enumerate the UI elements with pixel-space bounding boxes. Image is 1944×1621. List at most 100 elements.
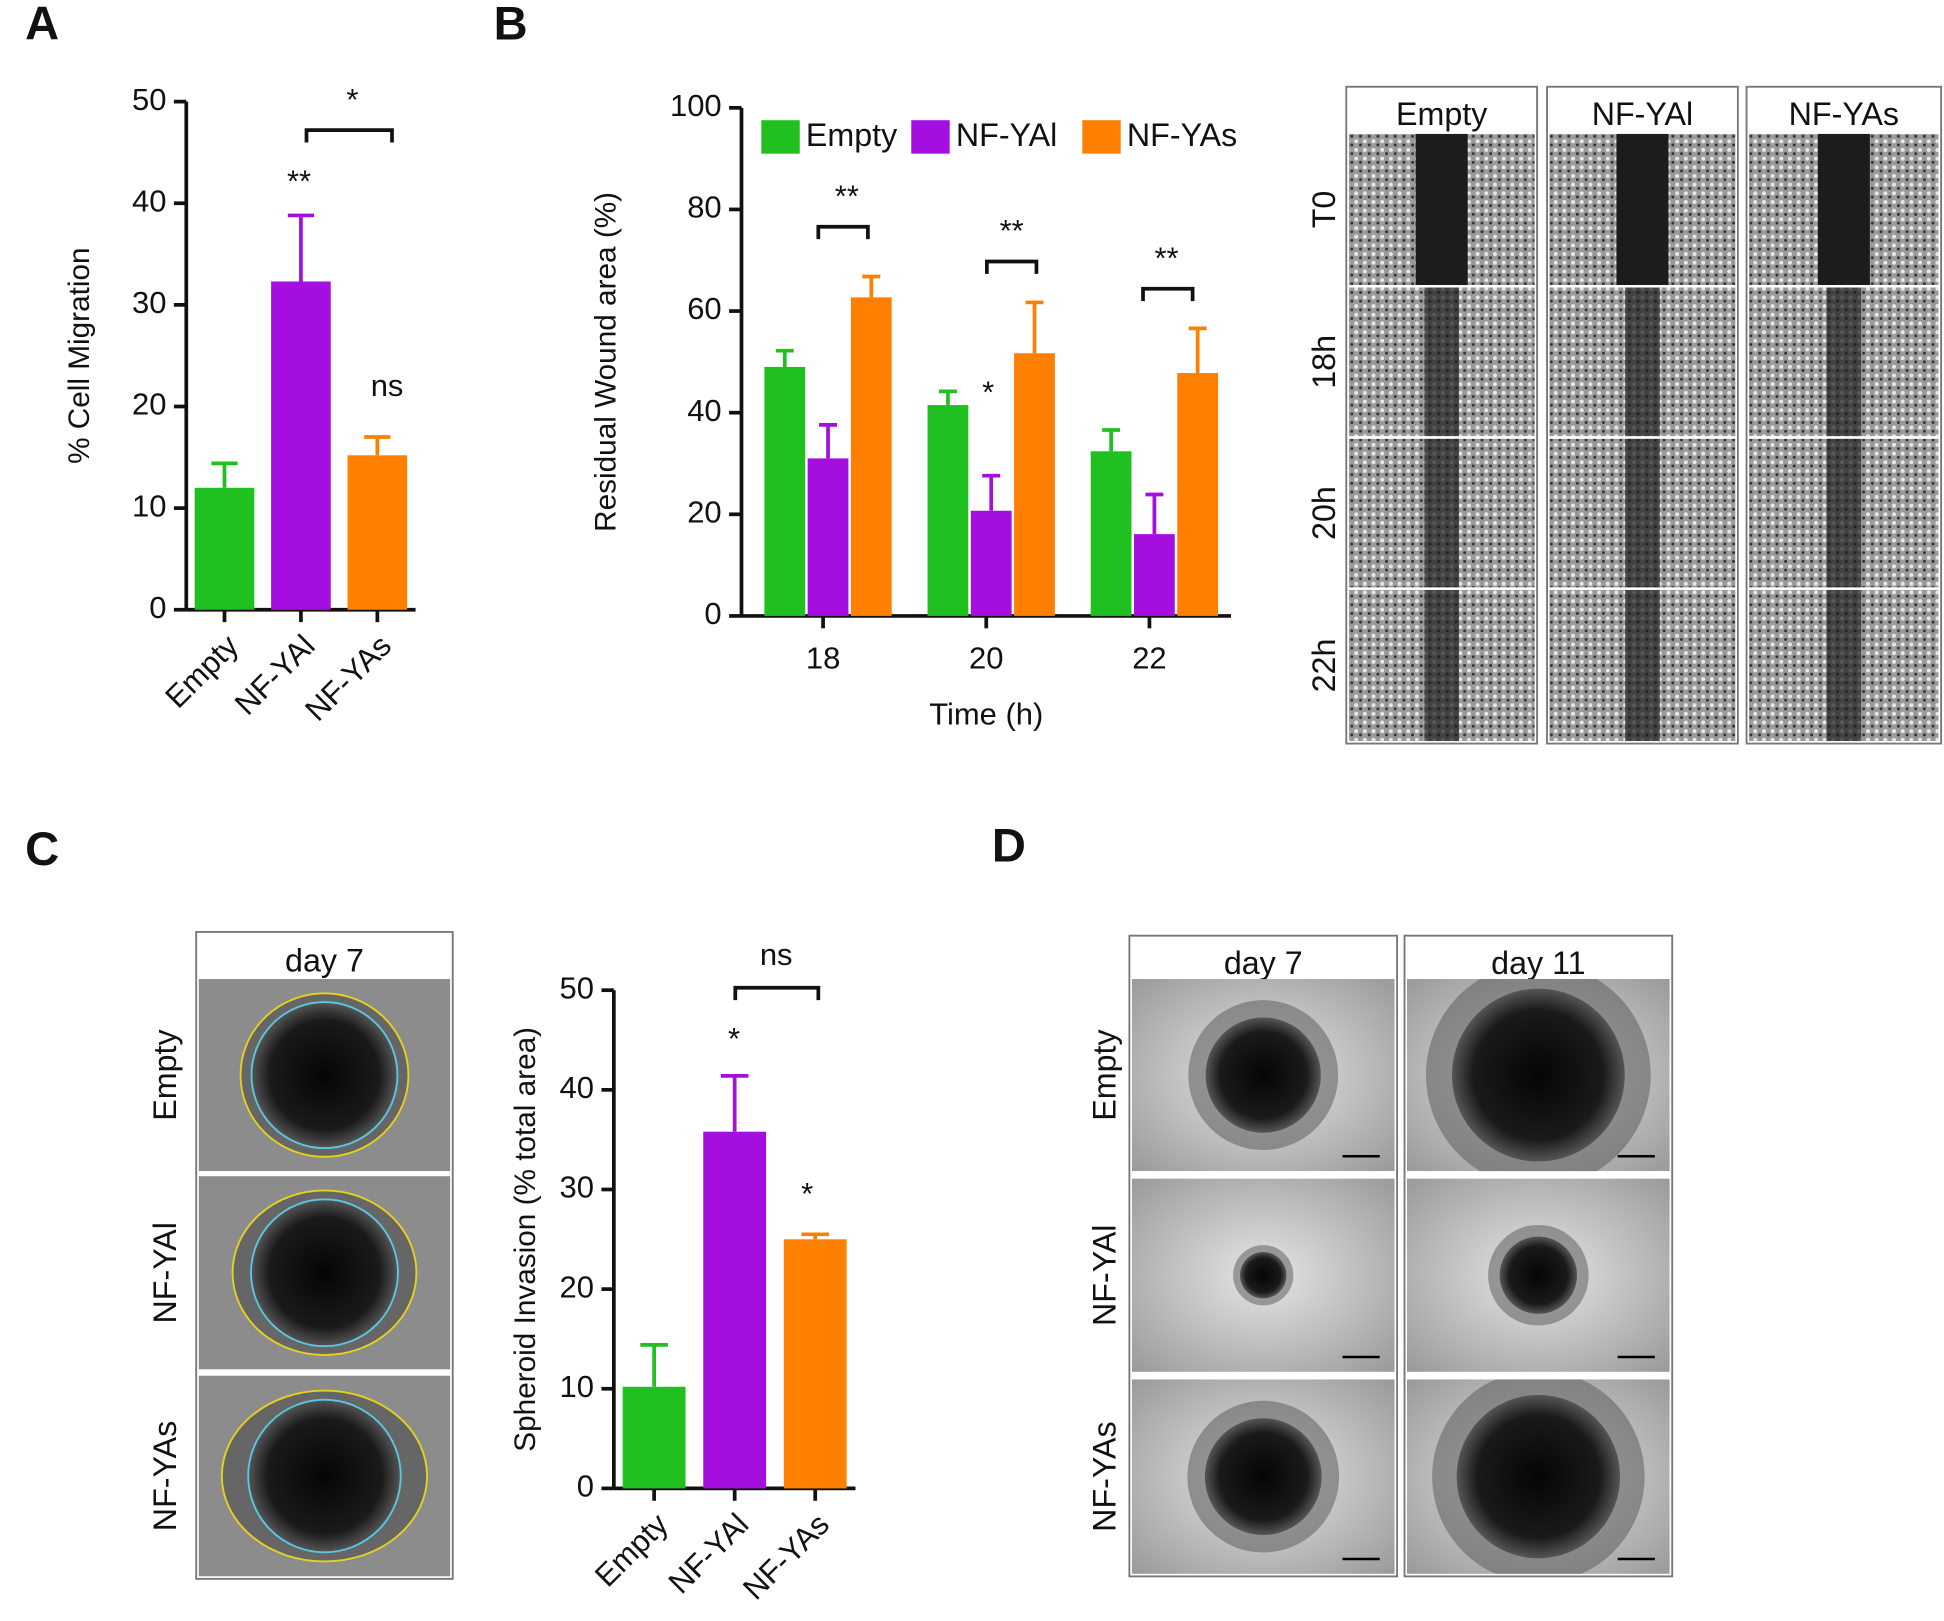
y-tick-label: 50 — [560, 970, 594, 1005]
panel-frame — [1403, 934, 1674, 1578]
annotation: ** — [287, 164, 311, 199]
y-tick-label: 60 — [687, 291, 721, 326]
wound — [1415, 133, 1468, 286]
bar — [1133, 534, 1175, 616]
error-bar — [1102, 428, 1121, 452]
row-label: NF-YAl — [1087, 1225, 1123, 1326]
spheroid — [1205, 1017, 1321, 1133]
bar — [347, 455, 408, 610]
y-tick-label: 0 — [577, 1469, 594, 1504]
wound — [1625, 589, 1660, 742]
x-tick-label: 18 — [806, 641, 840, 676]
error-bar — [1188, 326, 1207, 374]
row-label: NF-YAl — [147, 1222, 183, 1323]
panel-frame — [195, 931, 454, 1580]
legend-label: NF-YAs — [1127, 117, 1237, 153]
wound — [1424, 287, 1460, 437]
error-bar — [720, 1074, 749, 1132]
y-tick-label: 100 — [670, 88, 722, 123]
column-header: Empty — [1396, 96, 1488, 132]
micrograph — [1348, 589, 1535, 742]
row-label: T0 — [1306, 191, 1342, 229]
row-label: Empty — [1087, 1029, 1123, 1121]
wound — [1424, 438, 1460, 588]
panel-label: D — [992, 818, 1026, 871]
column-header: NF-YAl — [1592, 96, 1693, 132]
annotation: * — [801, 1176, 813, 1211]
wound — [1424, 589, 1460, 742]
spheroid — [1451, 988, 1625, 1162]
column-header: day 7 — [1224, 945, 1303, 981]
y-tick-label: 40 — [560, 1070, 594, 1105]
legend-label: Empty — [806, 117, 898, 153]
y-tick-label: 10 — [560, 1369, 594, 1404]
column-header: day 7 — [285, 942, 364, 978]
micrograph — [198, 979, 451, 1172]
y-axis-label: % Cell Migration — [63, 247, 96, 463]
panel-frame — [1128, 934, 1399, 1578]
y-tick-label: 50 — [132, 82, 166, 117]
bar — [1014, 353, 1055, 616]
spheroid — [250, 1001, 399, 1150]
row-label: 22h — [1306, 639, 1342, 693]
bar — [622, 1386, 686, 1489]
spheroid — [1456, 1394, 1621, 1559]
legend-label: NF-YAl — [956, 117, 1057, 153]
y-tick-label: 0 — [704, 596, 721, 631]
annotation: * — [346, 82, 358, 117]
bar — [927, 405, 969, 616]
error-bar — [938, 389, 957, 406]
row-label: NF-YAs — [1087, 1421, 1123, 1531]
y-tick-label: 10 — [132, 488, 166, 523]
annotation: ** — [1155, 240, 1179, 275]
y-tick-label: 20 — [132, 387, 166, 422]
spheroid — [1204, 1418, 1322, 1535]
micrograph — [1549, 133, 1736, 286]
panel-label: A — [25, 0, 59, 50]
micrograph — [1406, 1379, 1670, 1574]
micrograph — [1348, 287, 1535, 437]
spheroid — [250, 1198, 399, 1348]
error-bar — [801, 1232, 830, 1240]
wound — [1817, 133, 1870, 286]
bar — [850, 297, 892, 616]
wound — [1826, 438, 1862, 588]
y-tick-label: 30 — [560, 1170, 594, 1205]
y-tick-label: 20 — [560, 1269, 594, 1304]
micrograph — [198, 1375, 451, 1577]
x-tick-label: NF-YAs — [298, 628, 398, 728]
bar — [1090, 451, 1132, 616]
micrograph — [1131, 1178, 1395, 1372]
micrograph — [1549, 287, 1736, 437]
panel-frame — [1745, 85, 1943, 745]
significance-bracket — [304, 128, 394, 143]
bar — [783, 1239, 847, 1489]
error-bar — [1025, 300, 1044, 354]
legend-swatch — [1082, 120, 1121, 154]
y-tick-label: 40 — [687, 393, 721, 428]
wound — [1625, 438, 1660, 588]
x-tick-label: 22 — [1132, 641, 1166, 676]
x-tick-label: 20 — [969, 641, 1003, 676]
y-axis-label: Residual Wound area (%) — [590, 192, 623, 532]
micrograph — [1131, 979, 1395, 1172]
significance-bracket — [733, 985, 821, 1001]
micrograph — [1406, 1178, 1670, 1372]
panel-label: C — [25, 822, 59, 875]
wound — [1616, 133, 1669, 286]
micrograph — [1348, 133, 1535, 286]
micrograph — [1749, 133, 1939, 286]
row-label: NF-YAs — [147, 1421, 183, 1531]
panel-frame — [1345, 85, 1539, 745]
annotation: ** — [835, 178, 859, 213]
column-header: day 11 — [1491, 945, 1585, 981]
error-bar — [640, 1343, 668, 1387]
y-tick-label: 80 — [687, 190, 721, 225]
bar — [970, 510, 1012, 616]
spheroid — [247, 1398, 402, 1554]
annotation: ns — [371, 368, 404, 403]
error-bar — [1145, 492, 1164, 535]
error-bar — [211, 461, 238, 488]
